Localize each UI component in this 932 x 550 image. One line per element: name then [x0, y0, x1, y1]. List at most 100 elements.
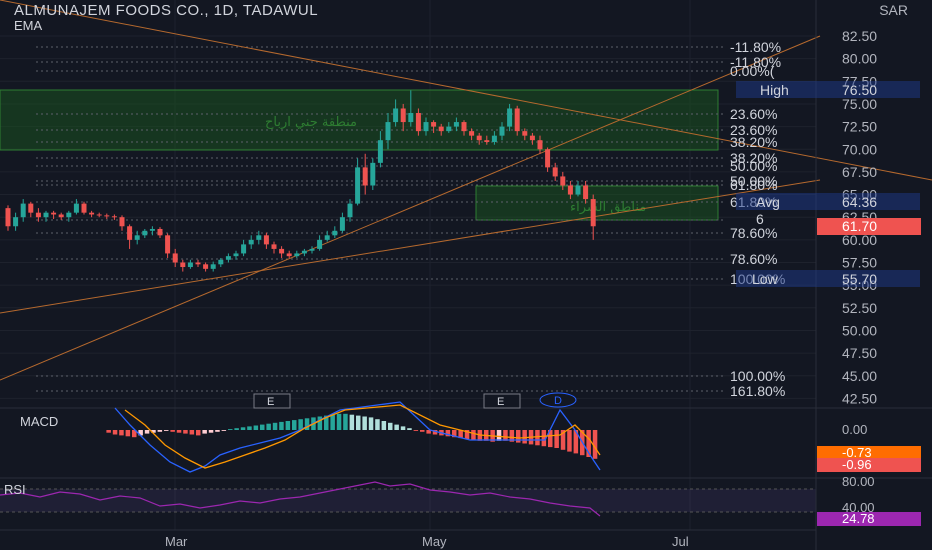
trendline-2[interactable] [0, 35, 821, 381]
candle-body [545, 149, 551, 168]
indicator-label[interactable]: EMA [14, 18, 43, 33]
candle-body [491, 135, 497, 143]
macd-bar [240, 427, 246, 430]
low-label-bg [736, 270, 920, 287]
macd-bar [157, 430, 163, 432]
candle-body [522, 131, 528, 136]
macd-value-2: -0.96 [842, 457, 872, 472]
candle-body [218, 259, 224, 265]
macd-bar [247, 426, 252, 430]
fib-label: 0.00%( [730, 63, 775, 79]
time-tick-may: May [422, 534, 447, 549]
macd-bar [362, 416, 367, 430]
macd-bar [407, 428, 412, 430]
candle-body [241, 244, 247, 254]
macd-bar [202, 430, 207, 434]
candles [5, 90, 596, 272]
candle-body [35, 212, 41, 218]
candle-body [172, 253, 178, 263]
candle-body [583, 185, 589, 200]
candle-body [317, 239, 323, 249]
candle-body [248, 239, 254, 245]
candle-body [294, 253, 300, 257]
profit-zone-label: منطقة جني ارباح [265, 115, 357, 130]
low-label: Low [752, 271, 779, 287]
candle-body [423, 122, 429, 132]
earnings-marker-1[interactable] [253, 393, 291, 409]
time-tick-mar: Mar [165, 534, 188, 549]
candle-body [484, 140, 490, 143]
candle-body [96, 214, 102, 216]
macd-bar [106, 430, 111, 433]
candle-body [431, 122, 437, 127]
macd-bar [509, 430, 515, 442]
macd-bar [272, 422, 278, 430]
dividend-marker[interactable] [539, 392, 577, 408]
macd-bar [266, 423, 271, 430]
candle-body [225, 256, 231, 260]
symbol-title[interactable]: ALMUNAJEM FOODS CO., 1D, TADAWUL [14, 2, 319, 19]
price-tick: 67.50 [842, 164, 877, 180]
price-tick: 52.50 [842, 300, 877, 316]
trendline-3[interactable] [0, 179, 821, 314]
macd-bar [522, 430, 527, 444]
candle-body [81, 203, 87, 213]
candle-body [469, 131, 475, 136]
rsi-value: 24.78 [842, 511, 875, 526]
candle-body [415, 113, 421, 132]
candle-body [537, 140, 543, 150]
high-label: High [760, 82, 789, 98]
macd-bar [221, 430, 227, 431]
price-tick: 50.00 [842, 322, 877, 338]
fib-label: 78.60% [730, 225, 777, 241]
earnings-marker-2[interactable] [483, 393, 521, 409]
fib-label: 50.00% [730, 173, 777, 189]
macd-bar [560, 430, 566, 450]
trendline-1[interactable] [0, 0, 932, 181]
macd-bar [400, 426, 406, 430]
candle-body [507, 108, 513, 127]
macd-bar [420, 430, 425, 432]
avg-value: 64.36 [842, 194, 877, 210]
macd-value-1: -0.73 [842, 445, 872, 460]
macd-bar [516, 430, 521, 443]
macd-bar [432, 430, 438, 435]
macd-bar [304, 418, 310, 430]
price-tick: 82.50 [842, 28, 877, 44]
fib-label: 50.00% [730, 158, 777, 174]
candle-body [127, 226, 133, 240]
macd-bar [183, 430, 188, 434]
macd-bar [112, 430, 118, 435]
grid-lines [0, 0, 816, 530]
candle-body [13, 217, 19, 227]
candle-body [263, 235, 269, 245]
price-tick: 45.00 [842, 368, 877, 384]
candle-body [286, 253, 292, 257]
candle-body [575, 185, 581, 195]
rsi-tick-1: 40.00 [842, 500, 875, 515]
macd-bar [394, 424, 399, 430]
macd-bar [535, 430, 540, 446]
macd-bar [189, 430, 195, 435]
fib-label: 78.60% [730, 251, 777, 267]
earnings-marker-2-label: E [497, 396, 504, 408]
macd-bar [119, 430, 124, 436]
candle-body [119, 217, 125, 227]
candle-body [362, 167, 368, 186]
fib-label: 100.00% [730, 368, 785, 384]
candle-body [66, 212, 72, 218]
price-tick: 42.50 [842, 390, 877, 406]
fib-label: 61.80% [730, 177, 777, 193]
macd-bar [208, 430, 214, 433]
macd-bar [573, 430, 579, 454]
macd-bar [234, 428, 239, 430]
macd-bar [324, 415, 329, 430]
macd-bar [375, 419, 380, 430]
macd-bar [471, 430, 476, 440]
candle-body [324, 235, 330, 240]
candle-body [203, 264, 209, 269]
candle-body [5, 208, 11, 227]
macd-bar [215, 430, 220, 432]
macd-bar [503, 430, 508, 441]
